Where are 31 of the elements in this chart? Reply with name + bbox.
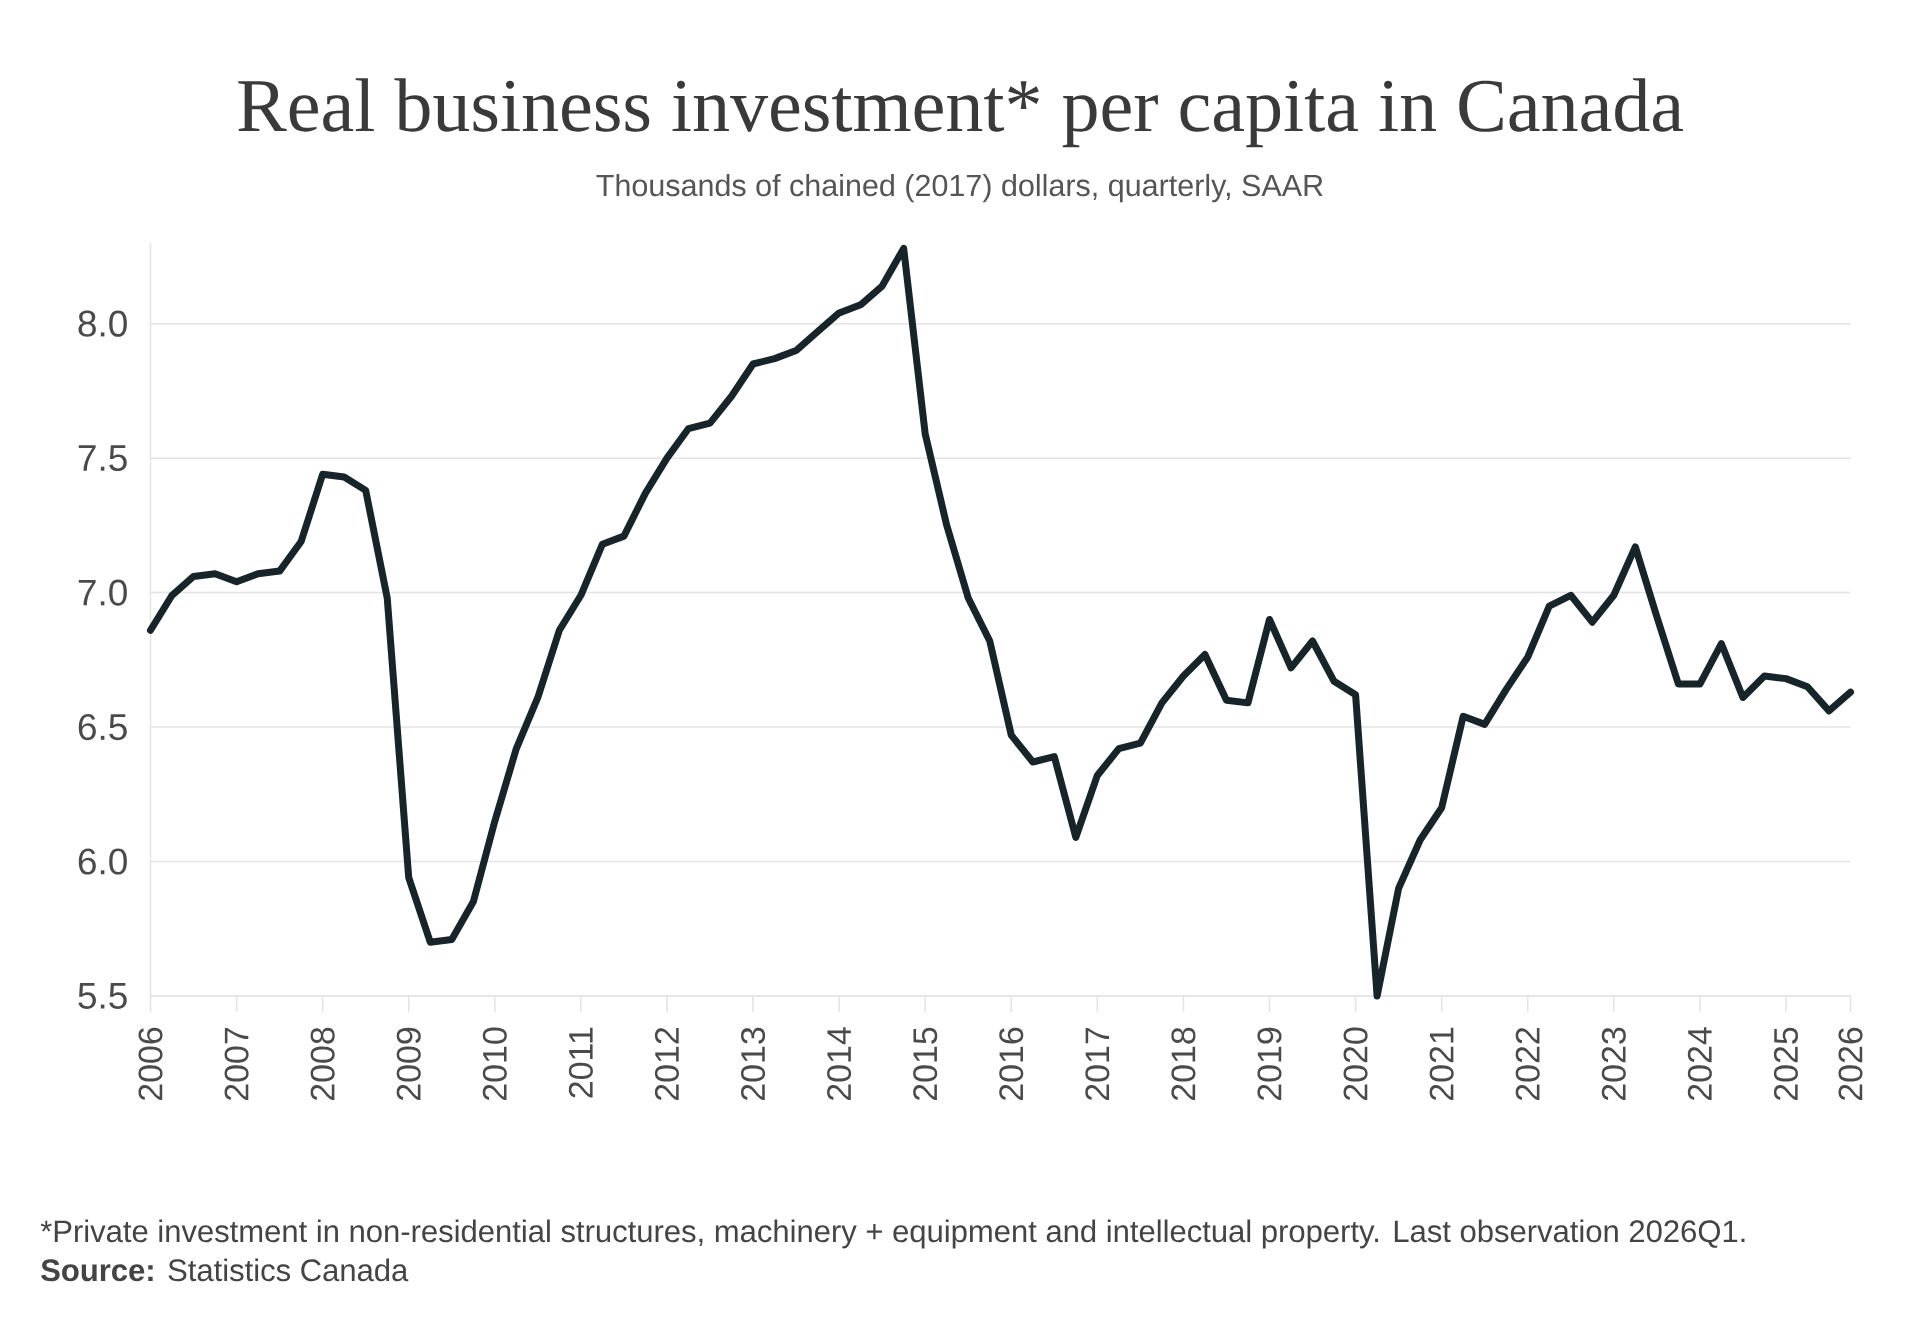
x-tick-label: 2015 [913, 1027, 938, 1101]
x-tick-label: 2017 [1085, 1027, 1110, 1101]
x-tick-label: 2023 [1601, 1027, 1626, 1101]
x-tick-label: 2021 [1429, 1027, 1454, 1101]
x-tick-label: 2024 [1687, 1027, 1712, 1101]
text: *Private investment in non-residential structures, machinery + equipment and intellectual property. Last observation 2026Q1. [40, 1219, 1745, 1249]
x-tick-label: 2008 [310, 1027, 335, 1101]
y-tick-label: 6.5 [78, 713, 127, 741]
chart-subtitle: Thousands of chained (2017) dollars, quarterly, SAAR [596, 173, 1323, 203]
x-tick-label: 2022 [1515, 1027, 1540, 1101]
x-tick-label: 2018 [1171, 1027, 1196, 1101]
x-tick-label: 2006 [138, 1027, 163, 1101]
y-tick-label: 7.0 [78, 579, 127, 606]
text: Source: Statistics Canada [41, 1258, 409, 1282]
x-tick-label: 2014 [827, 1027, 852, 1101]
x-tick-label: 2010 [482, 1027, 507, 1101]
y-tick-label: 8.0 [78, 310, 127, 337]
x-tick-label: 2019 [1257, 1027, 1282, 1101]
y-tick-label: 6.0 [78, 848, 127, 875]
x-tick-label: 2012 [654, 1027, 679, 1101]
x-tick-label: 2009 [396, 1027, 421, 1101]
y-tick-label: 5.5 [78, 983, 127, 1009]
x-tick-label: 2020 [1343, 1027, 1368, 1101]
x-tick-label: 2013 [741, 1027, 766, 1101]
x-tick-label: 2011 [568, 1027, 593, 1098]
x-tick-label: 2016 [999, 1027, 1024, 1101]
x-tick-label: 2026 [1838, 1027, 1863, 1101]
y-tick-label: 7.5 [78, 445, 127, 472]
x-tick-label: 2007 [224, 1027, 249, 1101]
x-tick-label: 2025 [1773, 1027, 1798, 1101]
chart-title: Real business investment* per capita in Canada [238, 78, 1684, 148]
